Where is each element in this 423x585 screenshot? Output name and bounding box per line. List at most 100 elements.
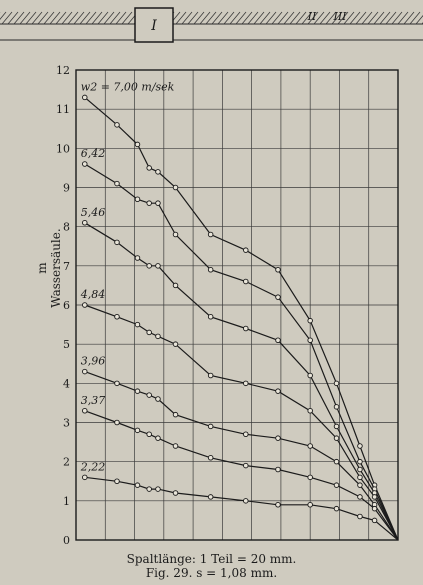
- data-point: [134, 321, 141, 328]
- data-point: [275, 502, 281, 508]
- series-label: w2 = 7,00 m/sek: [81, 80, 175, 93]
- y-tick-label: 1: [63, 495, 70, 508]
- chamber-label-i: I: [150, 18, 157, 34]
- data-point: [146, 263, 152, 269]
- data-point: [207, 455, 214, 461]
- data-point: [114, 239, 120, 246]
- data-point: [243, 247, 249, 253]
- series-line: [84, 371, 399, 541]
- series-3: 4,84: [80, 288, 399, 541]
- data-point: [333, 505, 340, 512]
- y-tick-label: 6: [63, 299, 70, 312]
- y-tick-label: 9: [63, 182, 70, 195]
- data-point: [333, 458, 340, 465]
- series-line: [84, 476, 399, 541]
- data-point: [307, 443, 313, 449]
- data-point: [146, 486, 152, 492]
- data-point: [371, 517, 378, 524]
- data-point: [243, 431, 249, 438]
- chamber-block-i: [134, 7, 174, 43]
- data-point: [307, 337, 313, 344]
- chamber-label-iii: III: [332, 10, 347, 23]
- data-point: [134, 427, 141, 434]
- data-point: [155, 263, 161, 269]
- series-1: 6,42: [81, 147, 399, 541]
- y-tick-label: 0: [63, 534, 70, 547]
- data-point: [114, 380, 120, 387]
- data-point: [333, 380, 340, 387]
- data-point: [307, 474, 313, 481]
- data-point: [207, 494, 214, 500]
- data-point: [172, 184, 179, 191]
- series-label: 4,84: [80, 288, 106, 301]
- data-point: [275, 294, 281, 300]
- data-point: [172, 443, 179, 449]
- data-point: [243, 498, 249, 504]
- data-point: [275, 337, 281, 344]
- y-axis-label: m Wassersäule.: [35, 228, 63, 308]
- data-point: [114, 122, 120, 128]
- data-point: [172, 341, 179, 347]
- data-point: [82, 219, 88, 226]
- data-point: [172, 282, 179, 289]
- data-point: [172, 411, 179, 418]
- data-point: [357, 443, 363, 449]
- plot-frame: [75, 69, 399, 541]
- data-point: [146, 329, 152, 336]
- series-label: 6,42: [81, 147, 106, 160]
- series-0: w2 = 7,00 m/sek: [81, 80, 399, 541]
- series-5: 3,37: [81, 394, 399, 541]
- data-point: [207, 231, 214, 238]
- chamber-label-ii: II: [307, 10, 317, 23]
- series-label: 5,46: [81, 206, 106, 219]
- data-point: [207, 423, 214, 430]
- series-6: 2,22: [80, 460, 399, 541]
- data-point: [307, 408, 313, 414]
- data-point: [134, 141, 141, 148]
- series-2: 5,46: [81, 206, 399, 541]
- y-tick-label: 7: [63, 260, 70, 273]
- data-point: [207, 314, 214, 320]
- data-point: [357, 494, 363, 500]
- data-point: [146, 200, 152, 206]
- data-point: [243, 462, 249, 469]
- data-point: [333, 423, 340, 430]
- data-point: [146, 165, 152, 171]
- data-point: [357, 513, 363, 520]
- apparatus-header: I II III: [0, 0, 423, 50]
- data-point: [155, 169, 161, 175]
- data-point: [155, 200, 161, 206]
- data-point: [172, 231, 179, 238]
- data-point: [307, 372, 313, 379]
- data-point: [172, 490, 179, 496]
- data-point: [243, 325, 249, 332]
- data-point: [114, 314, 120, 320]
- data-point: [134, 388, 141, 394]
- data-point: [155, 486, 161, 492]
- data-point: [243, 278, 249, 285]
- y-tick-label: 12: [56, 64, 70, 77]
- data-point: [155, 435, 161, 441]
- data-point: [371, 505, 378, 512]
- data-point: [134, 482, 141, 488]
- data-point: [275, 388, 281, 394]
- y-tick-label: 3: [63, 417, 70, 430]
- data-point: [114, 180, 120, 187]
- y-tick-label: 5: [63, 338, 70, 351]
- y-tick-label: 11: [56, 103, 70, 116]
- data-point: [155, 396, 161, 402]
- data-point: [307, 502, 313, 508]
- data-point: [134, 196, 141, 202]
- data-point: [333, 435, 340, 441]
- data-point: [333, 404, 340, 410]
- data-point: [207, 372, 214, 379]
- data-point: [307, 317, 313, 324]
- data-point: [155, 333, 161, 340]
- grid: [75, 69, 399, 541]
- data-point: [371, 494, 378, 500]
- data-point: [357, 466, 363, 473]
- y-tick-label: 2: [63, 456, 70, 469]
- series-line: [84, 96, 399, 541]
